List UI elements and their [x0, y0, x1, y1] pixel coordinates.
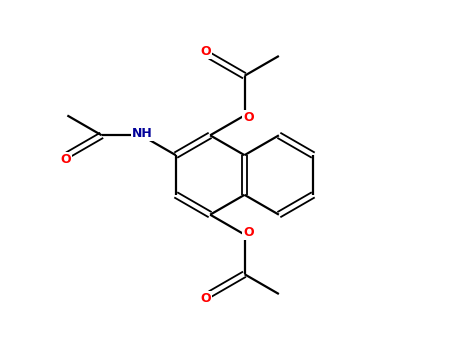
Text: O: O	[201, 46, 212, 58]
Text: O: O	[201, 292, 212, 304]
Text: O: O	[243, 226, 254, 239]
Text: O: O	[60, 153, 71, 166]
Text: O: O	[243, 111, 254, 124]
Text: NH: NH	[132, 127, 153, 140]
